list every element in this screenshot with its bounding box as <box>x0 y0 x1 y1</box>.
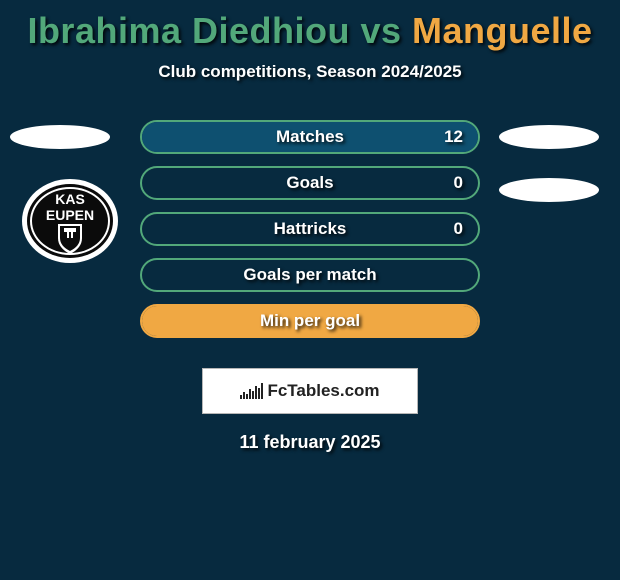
stat-label: Goals <box>142 168 478 198</box>
stat-bar: Matches12 <box>140 120 480 154</box>
stat-value: 12 <box>444 122 463 152</box>
chart-icon <box>240 383 263 399</box>
fctables-logo: FcTables.com <box>240 381 379 401</box>
stat-label: Min per goal <box>142 306 478 336</box>
fctables-logo-box: FcTables.com <box>202 368 418 414</box>
player2-name: Manguelle <box>412 10 593 51</box>
stat-value: 0 <box>454 214 463 244</box>
page-title: Ibrahima Diedhiou vs Manguelle <box>0 0 620 52</box>
left-placeholder-1 <box>10 125 110 149</box>
svg-text:KAS: KAS <box>55 191 85 207</box>
stat-value: 0 <box>454 168 463 198</box>
stat-bar: Min per goal <box>140 304 480 338</box>
eupen-badge-icon: KAS EUPEN <box>20 178 120 264</box>
logo-text: FcTables.com <box>267 381 379 401</box>
right-placeholder-1 <box>499 125 599 149</box>
right-placeholder-2 <box>499 178 599 202</box>
player1-name: Ibrahima Diedhiou <box>27 10 350 51</box>
stat-bar: Hattricks0 <box>140 212 480 246</box>
stat-bar: Goals per match <box>140 258 480 292</box>
svg-text:EUPEN: EUPEN <box>46 207 94 223</box>
date-text: 11 february 2025 <box>0 432 620 453</box>
stat-label: Goals per match <box>142 260 478 290</box>
stats-column: Matches12Goals0Hattricks0Goals per match… <box>140 120 480 350</box>
vs-text: vs <box>350 10 412 51</box>
subtitle: Club competitions, Season 2024/2025 <box>0 62 620 82</box>
club-badge: KAS EUPEN <box>20 178 120 264</box>
stat-bar: Goals0 <box>140 166 480 200</box>
comparison-card: Ibrahima Diedhiou vs Manguelle Club comp… <box>0 0 620 580</box>
stat-label: Hattricks <box>142 214 478 244</box>
stat-label: Matches <box>142 122 478 152</box>
